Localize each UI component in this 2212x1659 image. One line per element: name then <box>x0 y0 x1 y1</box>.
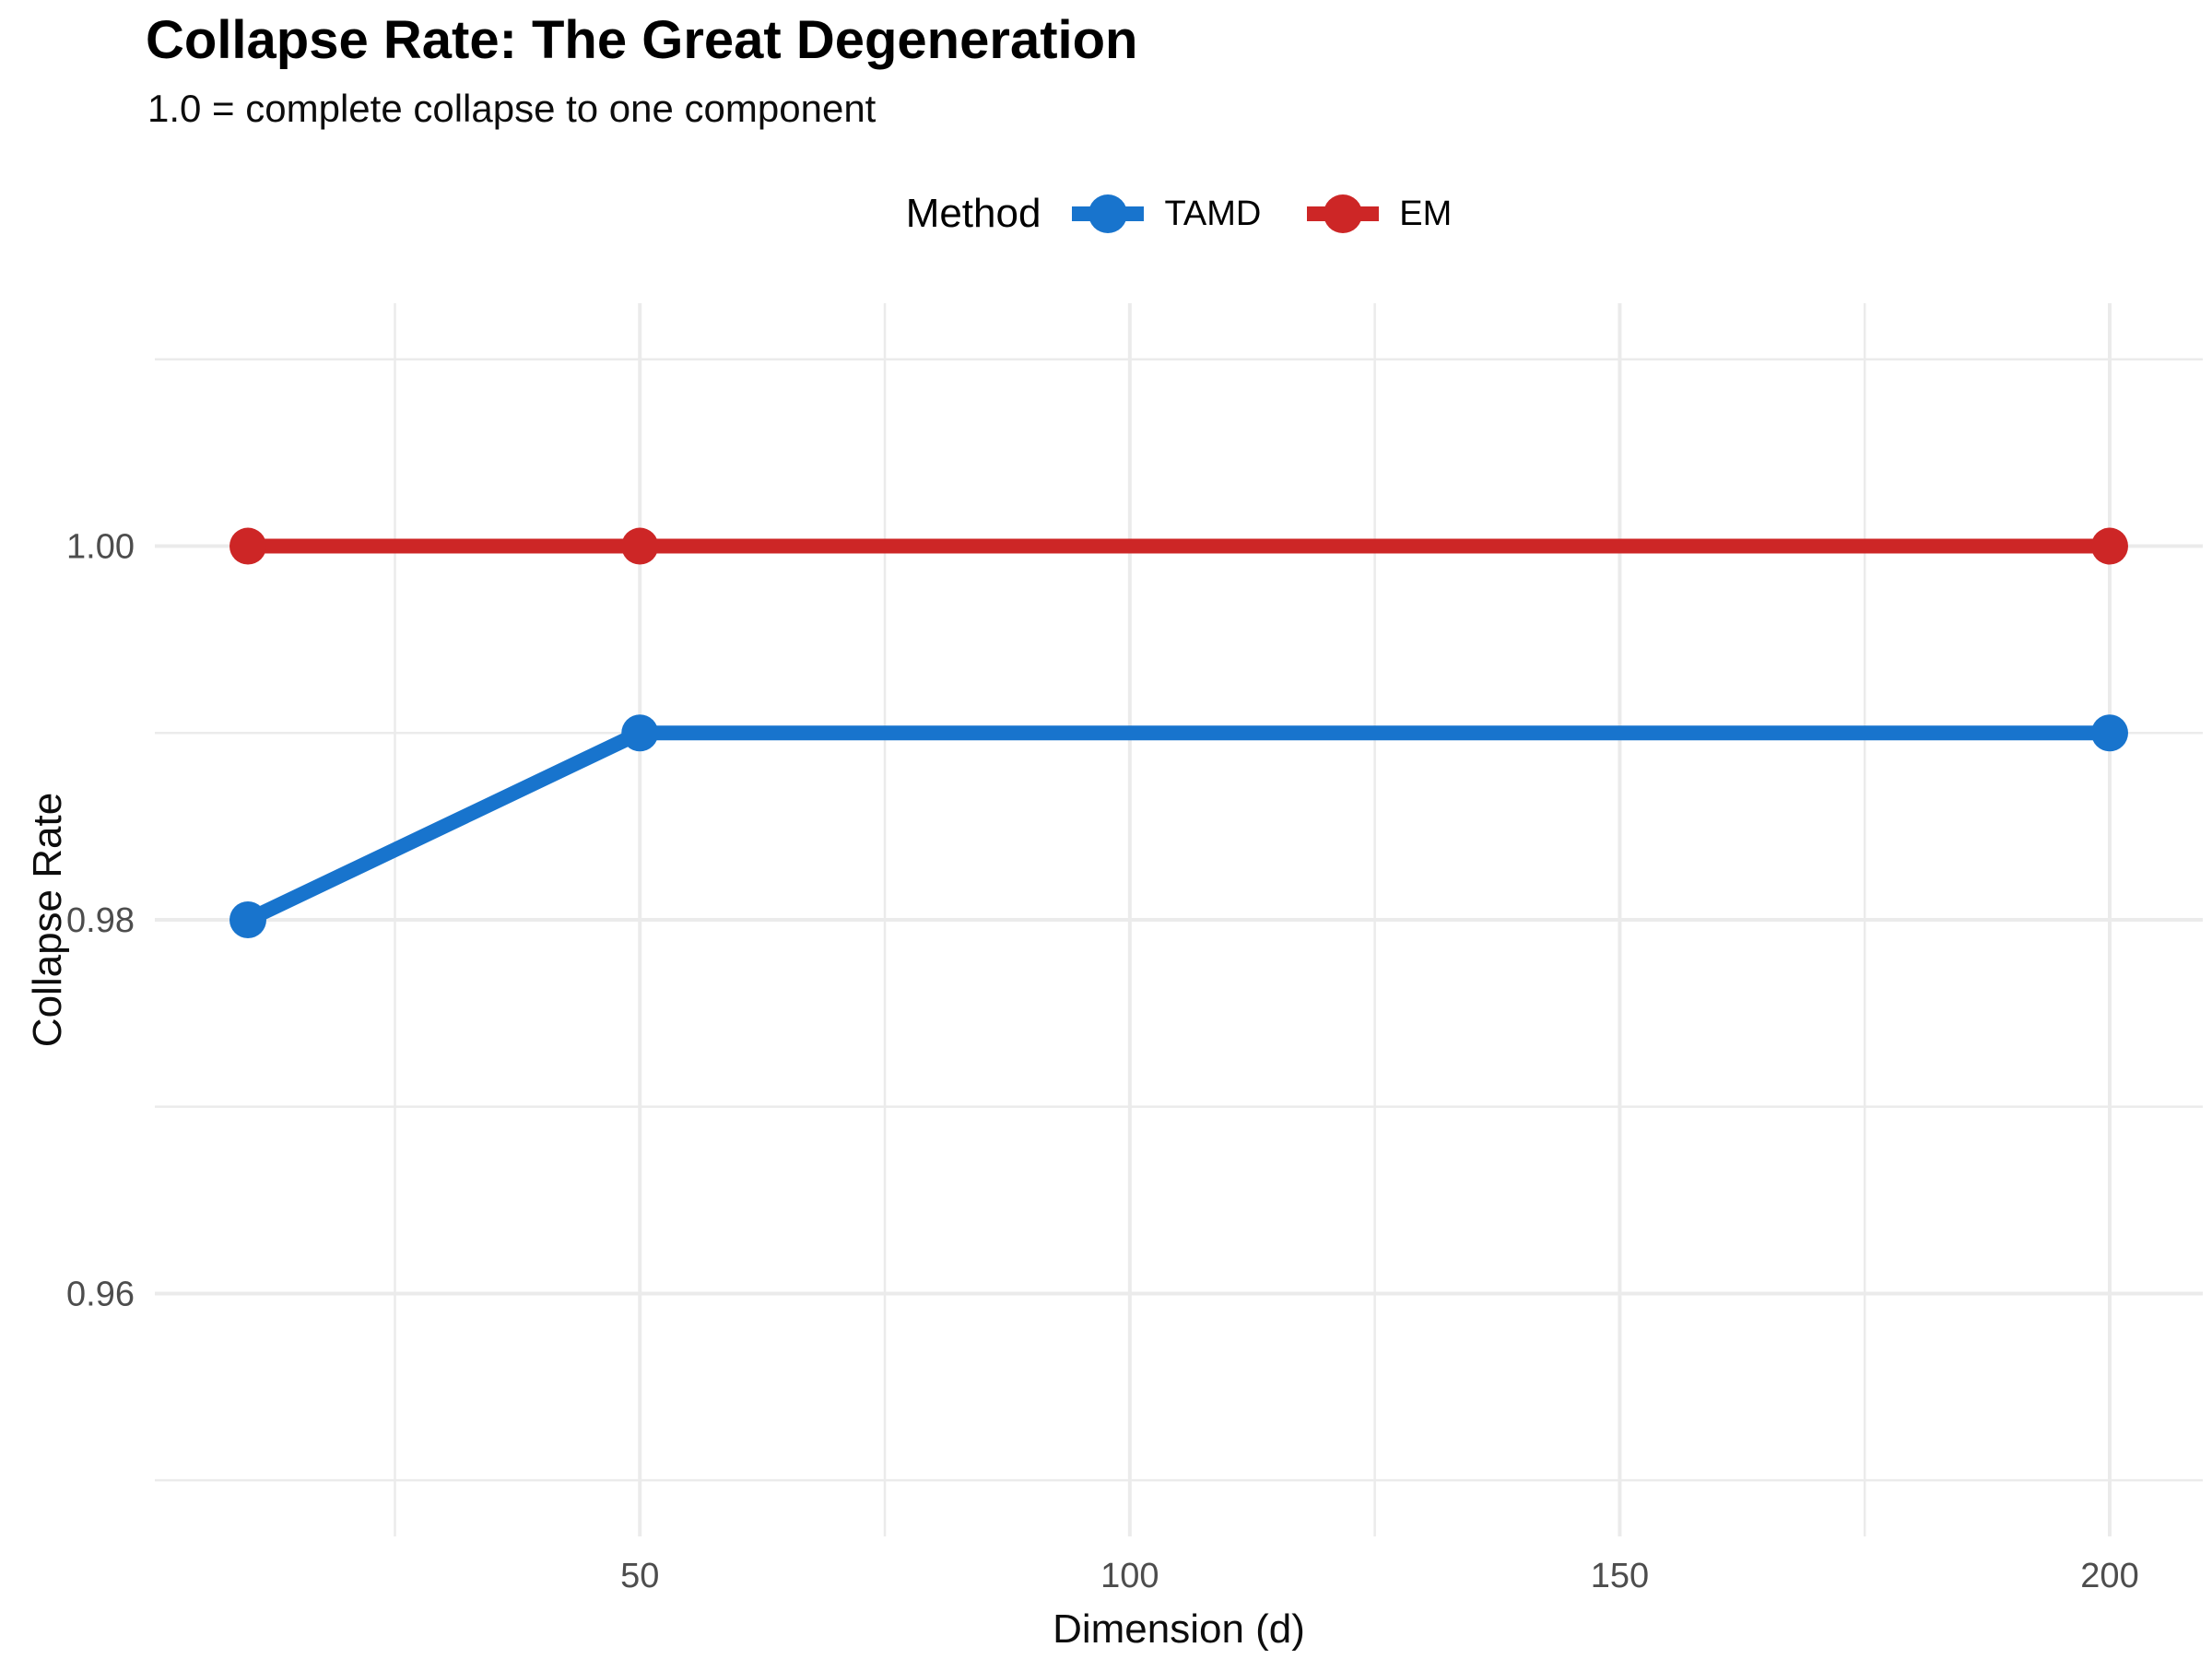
legend: Method TAMD EM <box>155 175 2203 253</box>
y-tick-label: 1.00 <box>66 528 135 567</box>
legend-key-dot <box>1324 194 1363 233</box>
legend-item-em: EM <box>1303 182 1452 245</box>
chart-subtitle: 1.0 = complete collapse to one component <box>147 87 877 130</box>
legend-key-icon-em <box>1307 194 1380 233</box>
series-line-tamd <box>241 725 2117 927</box>
x-tick-label: 150 <box>1591 1557 1649 1595</box>
legend-key-dot <box>1088 194 1128 233</box>
data-point-tamd-10 <box>229 901 266 938</box>
chart-title: Collapse Rate: The Great Degeneration <box>146 10 1138 70</box>
y-axis-title: Collapse Rate <box>25 793 70 1047</box>
legend-title: Method <box>905 191 1041 236</box>
legend-item-label: EM <box>1399 194 1453 233</box>
y-tick-label: 0.98 <box>66 901 135 940</box>
y-tick-label: 0.96 <box>66 1275 135 1313</box>
x-tick-label: 200 <box>2080 1557 2138 1595</box>
legend-item-label: TAMD <box>1164 194 1262 233</box>
data-point-tamd-50 <box>621 714 659 752</box>
legend-item-tamd: TAMD <box>1068 182 1261 245</box>
data-point-em-10 <box>229 527 266 565</box>
x-tick-label: 100 <box>1100 1557 1159 1595</box>
series-group <box>229 527 2128 938</box>
data-point-em-200 <box>2091 527 2128 565</box>
major-gridlines <box>155 303 2203 1536</box>
tick-labels: 0.96 0.98 1.00 50 100 150 200 <box>66 528 2139 1595</box>
legend-key-icon-tamd <box>1072 194 1145 233</box>
x-axis-title: Dimension (d) <box>1053 1606 1305 1652</box>
data-point-em-50 <box>621 527 659 565</box>
x-tick-label: 50 <box>620 1557 659 1595</box>
data-point-tamd-200 <box>2091 714 2128 752</box>
